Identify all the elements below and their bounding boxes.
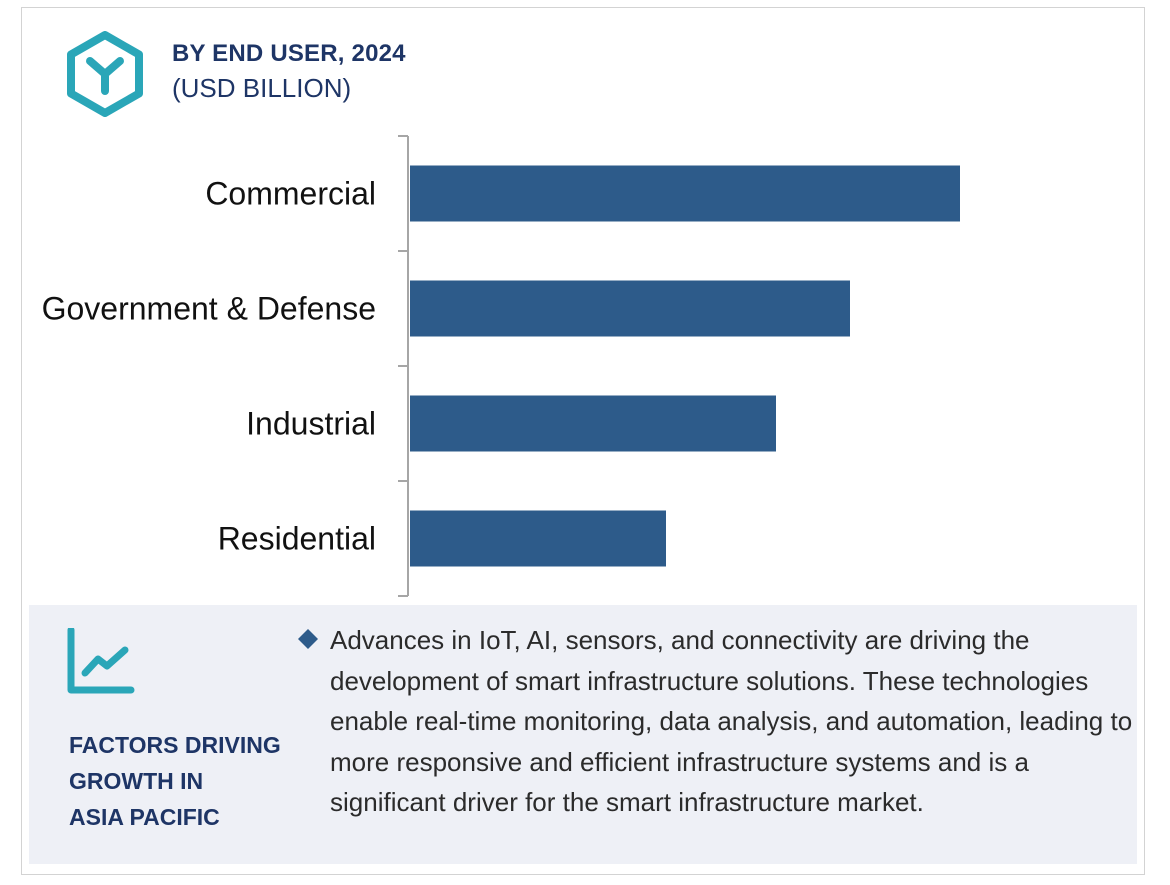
bar xyxy=(410,395,776,452)
factors-title: FACTORS DRIVING GROWTH IN ASIA PACIFIC xyxy=(69,727,281,835)
diamond-bullet-icon xyxy=(298,629,318,649)
category-label: Commercial xyxy=(205,176,376,212)
bar xyxy=(410,280,850,337)
category-label: Industrial xyxy=(246,406,376,442)
bar xyxy=(410,510,666,567)
bar xyxy=(410,165,960,222)
bar-chart: Commercial Government & Defense Industrial… xyxy=(42,135,960,597)
trend-chart-icon xyxy=(67,628,135,694)
chart-title: BY END USER, 2024 xyxy=(172,40,406,67)
chart-subtitle: (USD BILLION) xyxy=(172,73,352,103)
factors-panel xyxy=(29,605,1137,864)
factor-description: Advances in IoT, AI, sensors, and connec… xyxy=(330,625,1133,817)
factors-title-line: FACTORS DRIVING xyxy=(69,732,281,758)
category-label: Government & Defense xyxy=(42,291,376,327)
category-label: Residential xyxy=(218,521,376,557)
factors-title-line: GROWTH IN xyxy=(69,768,204,794)
factors-title-line: ASIA PACIFIC xyxy=(69,804,220,830)
hexagon-y-logo-icon xyxy=(67,31,143,117)
